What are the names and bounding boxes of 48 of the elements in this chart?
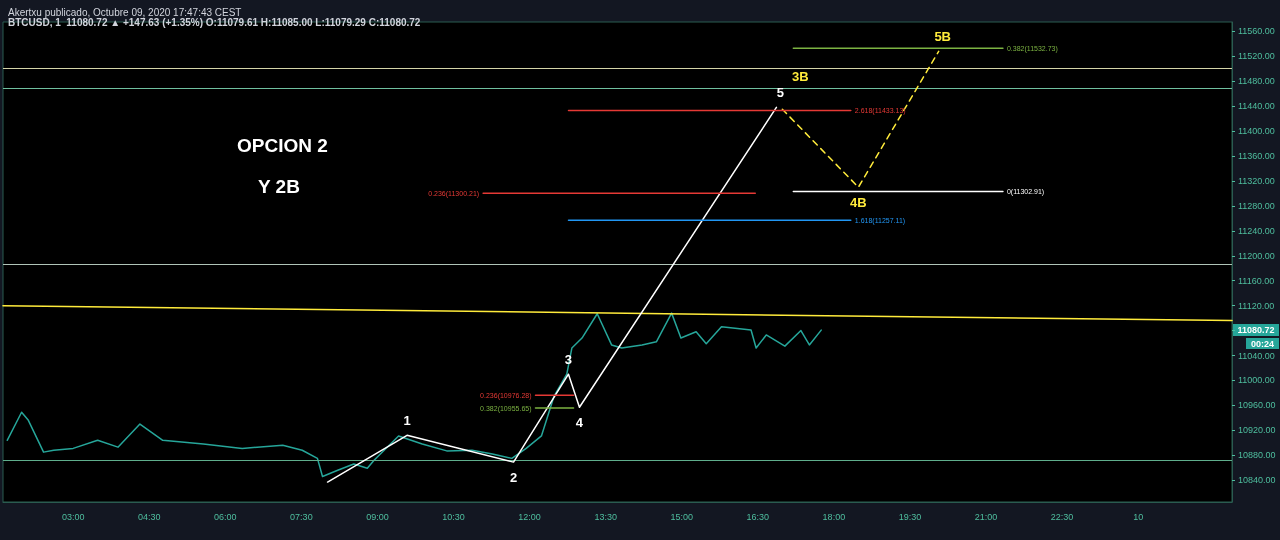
y-tick-label: 11320.00 [1238,175,1275,186]
y-tick-label: 11240.00 [1238,225,1275,236]
chart-subtitle: BTCUSD, 1 11080.72 ▲ +147.63 (+1.35%) O:11079.61 H:11085.00 L:11079.29 C:11080.72 [8,16,421,28]
text: 00:24 [1250,338,1275,349]
y-tick-label: 11160.00 [1238,275,1275,286]
annotation: 3B [792,68,809,84]
y-tick-label: 11280.00 [1238,200,1275,211]
x-tick-label: 04:30 [137,511,161,522]
x-tick-label: 12:00 [518,511,541,522]
y-tick-label: 11560.00 [1238,26,1275,37]
y-tick-label: 11520.00 [1238,51,1275,62]
x-tick-label: 03:00 [61,511,85,522]
x-tick-label: 16:30 [746,511,770,522]
x-tick-label: 13:30 [594,511,617,522]
x-tick-label: 21:00 [974,511,998,522]
x-tick-label: 09:00 [366,511,389,522]
y-tick-label: 10920.00 [1238,425,1276,436]
x-tick-label: 10 [1133,511,1144,522]
annotation: 4 [575,414,584,430]
x-tick-label: 15:00 [670,511,693,522]
annotation: 5 [776,84,785,100]
y-tick-label: 10880.00 [1238,450,1276,461]
line-series [326,106,778,483]
text: 11080.72 [1237,325,1275,336]
x-tick-label: 19:30 [898,511,922,522]
chart-title: Akertxu publicado, Octubre 09, 2020 17:47:43 CEST [8,6,242,18]
annotation: 2 [509,469,518,485]
annotation: 3 [564,351,573,367]
annotation: 5B [934,28,952,44]
y-tick-label: 11000.00 [1238,375,1275,386]
y-tick-label: 11440.00 [1238,101,1275,112]
y-tick-label: 10840.00 [1238,475,1276,486]
x-tick-label: 18:00 [822,511,846,522]
y-tick-label: 11040.00 [1238,350,1275,361]
annotation: Y 2B [258,176,300,197]
annotation: OPCION 2 [237,135,328,156]
x-tick-label: 06:00 [214,511,237,522]
x-tick-label: 10:30 [442,511,465,522]
y-tick-label: 11200.00 [1238,250,1275,261]
y-tick-label: 11400.00 [1238,126,1275,137]
annotation: 4B [850,194,867,210]
y-tick-label: 10960.00 [1238,400,1276,411]
annotation: 1 [403,412,411,428]
y-tick-label: 11480.00 [1238,76,1275,87]
x-tick-label: 07:30 [290,511,313,522]
x-tick-label: 22:30 [1050,511,1074,522]
y-tick-label: 11120.00 [1238,300,1275,311]
y-tick-label: 11360.00 [1238,151,1275,162]
